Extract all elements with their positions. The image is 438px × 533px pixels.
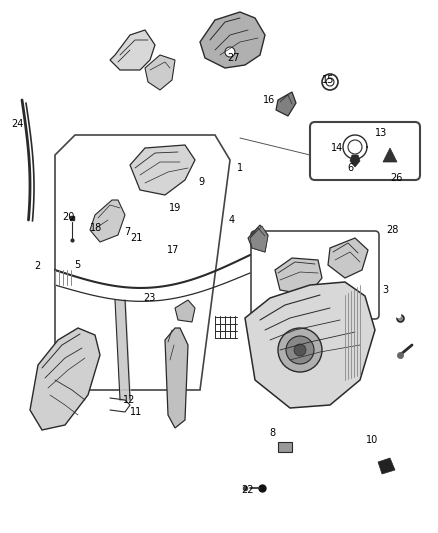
Polygon shape <box>250 226 268 252</box>
Polygon shape <box>130 145 195 195</box>
Text: 26: 26 <box>390 173 402 183</box>
Text: 9: 9 <box>198 177 204 187</box>
Text: 11: 11 <box>130 407 142 417</box>
Text: 7: 7 <box>124 227 130 237</box>
Text: 8: 8 <box>269 428 275 438</box>
Text: 23: 23 <box>143 293 155 303</box>
Polygon shape <box>90 200 125 242</box>
Text: 16: 16 <box>263 95 275 105</box>
Text: 28: 28 <box>386 225 398 235</box>
Text: 20: 20 <box>62 212 74 222</box>
Circle shape <box>286 336 314 364</box>
Polygon shape <box>145 55 175 90</box>
Text: 24: 24 <box>11 119 23 129</box>
Polygon shape <box>245 282 375 408</box>
Text: 27: 27 <box>228 53 240 63</box>
Bar <box>278 442 292 452</box>
Polygon shape <box>378 458 395 474</box>
Circle shape <box>225 47 235 57</box>
Polygon shape <box>328 238 368 278</box>
Polygon shape <box>175 300 195 322</box>
Text: 13: 13 <box>375 128 387 138</box>
Polygon shape <box>110 30 155 70</box>
Text: 22: 22 <box>241 485 253 495</box>
Text: 21: 21 <box>130 233 142 243</box>
Circle shape <box>294 344 306 356</box>
Text: 14: 14 <box>331 143 343 153</box>
Polygon shape <box>30 328 100 430</box>
Text: 19: 19 <box>169 203 181 213</box>
Polygon shape <box>248 225 268 252</box>
Text: 1: 1 <box>237 163 243 173</box>
Text: 17: 17 <box>167 245 179 255</box>
Text: 18: 18 <box>90 223 102 233</box>
Text: 4: 4 <box>229 215 235 225</box>
Polygon shape <box>165 328 188 428</box>
Text: 12: 12 <box>123 395 135 405</box>
Circle shape <box>278 328 322 372</box>
Polygon shape <box>200 12 265 68</box>
Polygon shape <box>275 258 322 295</box>
Text: 10: 10 <box>366 435 378 445</box>
Text: 5: 5 <box>74 260 80 270</box>
Polygon shape <box>276 92 296 116</box>
Text: 6: 6 <box>347 163 353 173</box>
Text: 15: 15 <box>322 75 334 85</box>
Text: 2: 2 <box>34 261 40 271</box>
Text: 3: 3 <box>382 285 388 295</box>
Polygon shape <box>383 148 397 162</box>
Polygon shape <box>350 155 360 167</box>
